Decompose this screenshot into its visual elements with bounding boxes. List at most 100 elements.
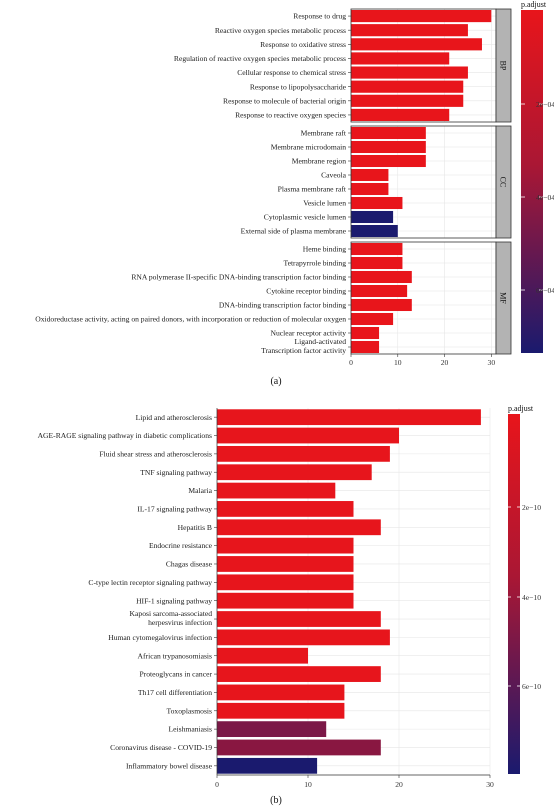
legend-tick-label: 4e−10 bbox=[522, 593, 541, 602]
panel-a-category-label: Cellular response to chemical stress bbox=[237, 68, 346, 77]
panel-b-category-label: Th17 cell differentiation bbox=[138, 688, 212, 697]
panel-b-bar bbox=[217, 666, 381, 682]
panel-a-bar bbox=[351, 256, 403, 270]
x-tick-label: 10 bbox=[394, 358, 402, 367]
panel-a-bar bbox=[351, 340, 380, 354]
panel-a-bar bbox=[351, 9, 492, 23]
panel-b-bar bbox=[217, 757, 318, 774]
panel-a-category-label: Regulation of reactive oxygen species me… bbox=[174, 54, 346, 63]
panel-a-category-label: Membrane microdomain bbox=[271, 143, 346, 152]
facet-strip-label: BP bbox=[499, 61, 508, 71]
x-tick-label: 30 bbox=[488, 358, 496, 367]
panel-b-category-label: Leishmaniasis bbox=[169, 725, 212, 734]
panel-b-bar bbox=[217, 592, 354, 609]
panel-b-bar bbox=[217, 684, 345, 701]
panel-a-category-label: Reactive oxygen species metabolic proces… bbox=[215, 26, 346, 35]
legend-tick-label: 2e−10 bbox=[522, 503, 541, 512]
panel-b-bar bbox=[217, 611, 381, 627]
panel-a-bar bbox=[351, 140, 426, 154]
panel-a-category-label: Oxidoreductase activity, acting on paire… bbox=[35, 315, 346, 324]
panel-b-category-label: Lipid and atherosclerosis bbox=[136, 413, 212, 422]
panel-caption: (a) bbox=[270, 376, 281, 387]
x-tick-label: 0 bbox=[349, 358, 353, 367]
panel-b-category-label: Inflammatory bowel disease bbox=[126, 761, 213, 770]
panel-b-bar bbox=[217, 647, 308, 664]
panel-a-category-label: Cytokine receptor binding bbox=[266, 287, 346, 296]
panel-a-category-label: DNA-binding transcription factor binding bbox=[219, 301, 346, 310]
panel-a-category-label: Membrane region bbox=[292, 157, 346, 166]
panel-b-category-label: Fluid shear stress and atherosclerosis bbox=[99, 449, 212, 458]
panel-b-category-label: AGE-RAGE signaling pathway in diabetic c… bbox=[38, 431, 212, 440]
panel-b-category-label: TNF signaling pathway bbox=[140, 468, 212, 477]
panel-b-bar bbox=[217, 556, 354, 572]
panel-b-bar bbox=[217, 721, 327, 738]
facet-strip-label: MF bbox=[499, 292, 508, 304]
color-scale-bar bbox=[521, 10, 543, 353]
legend-tick-label: 2e−04 bbox=[536, 100, 554, 109]
panel-a-bar bbox=[351, 94, 464, 107]
panel-a-category-label: Tetrapyrrole binding bbox=[283, 259, 346, 268]
panel-a-category-label: Response to reactive oxygen species bbox=[235, 111, 346, 120]
panel-a-category-label: Ligand-activated bbox=[295, 337, 347, 346]
panel-a-bar bbox=[351, 168, 389, 182]
color-scale-bar bbox=[508, 414, 520, 774]
panel-a-bar bbox=[351, 312, 394, 326]
legend-tick-label: 6e−04 bbox=[536, 286, 554, 295]
panel-a-category-label: Response to lipopolysaccharide bbox=[250, 82, 347, 91]
panel-a-bar bbox=[351, 210, 394, 224]
legend-tick-label: 4e−04 bbox=[536, 193, 554, 202]
panel-a-bar bbox=[351, 66, 468, 79]
panel-b-category-label: Hepatitis B bbox=[178, 523, 212, 532]
panel-a-bar bbox=[351, 270, 412, 284]
facet-strip bbox=[495, 125, 512, 239]
panel-a-category-label: Nuclear receptor activity bbox=[271, 329, 347, 338]
panel-b-bar bbox=[217, 629, 390, 646]
panel-a-category-label: Transcription factor activity bbox=[261, 346, 346, 355]
panel-b-bar bbox=[217, 702, 345, 719]
facet-strip bbox=[495, 8, 512, 123]
panel-a-bar bbox=[351, 298, 412, 312]
panel-a-bar bbox=[351, 196, 403, 210]
legend-title: p.adjust bbox=[508, 404, 534, 413]
panel-b-bar bbox=[217, 445, 390, 462]
legend-title: p.adjust bbox=[521, 0, 547, 9]
panel-a-bar bbox=[351, 182, 389, 196]
facet-strip-label: CC bbox=[499, 177, 508, 188]
panel-a-bar bbox=[351, 242, 403, 256]
panel-a-bar bbox=[351, 326, 380, 340]
x-tick-label: 0 bbox=[215, 780, 219, 789]
panel-a-bar bbox=[351, 38, 482, 51]
panel-a-category-label: Plasma membrane raft bbox=[278, 185, 347, 194]
panel-b-category-label: Malaria bbox=[188, 486, 212, 495]
panel-b-bar bbox=[217, 501, 354, 517]
panel-b-bar bbox=[217, 409, 481, 426]
panel-a-category-label: Response to molecule of bacterial origin bbox=[223, 96, 346, 105]
panel-a-bar bbox=[351, 108, 450, 122]
panel-a-bar bbox=[351, 24, 468, 37]
panel-b-category-label: Human cytomegalovirus infection bbox=[108, 633, 212, 642]
panel-b-bar bbox=[217, 537, 354, 554]
panel-a-category-label: RNA polymerase II-specific DNA-binding t… bbox=[131, 273, 346, 282]
panel-a-category-label: Heme binding bbox=[303, 245, 346, 254]
panel-a-bar bbox=[351, 80, 464, 93]
panel-b-category-label: IL-17 signaling pathway bbox=[137, 505, 212, 514]
panel-a-category-label: Membrane raft bbox=[301, 129, 347, 138]
panel-a-bar bbox=[351, 224, 398, 238]
facet-strip bbox=[495, 241, 512, 355]
panel-caption: (b) bbox=[270, 795, 282, 806]
x-tick-label: 30 bbox=[486, 780, 494, 789]
panel-b-category-label: C-type lectin receptor signaling pathway bbox=[88, 578, 212, 587]
panel-a-bar bbox=[351, 126, 426, 140]
panel-b-category-label: Coronavirus disease - COVID-19 bbox=[110, 743, 212, 752]
panel-b-bar bbox=[217, 464, 372, 481]
panel-b-category-label: Endocrine resistance bbox=[149, 541, 213, 550]
panel-b-category-label: Toxoplasmosis bbox=[167, 706, 212, 715]
panel-b-category-label: Chagas disease bbox=[166, 560, 213, 569]
panel-b-bar bbox=[217, 574, 354, 591]
panel-b-bar bbox=[217, 739, 381, 756]
panel-a-category-label: External side of plasma membrane bbox=[241, 227, 347, 236]
legend-tick-label: 6e−10 bbox=[522, 682, 541, 691]
panel-a-bar bbox=[351, 154, 426, 168]
panel-a-bar bbox=[351, 52, 450, 65]
